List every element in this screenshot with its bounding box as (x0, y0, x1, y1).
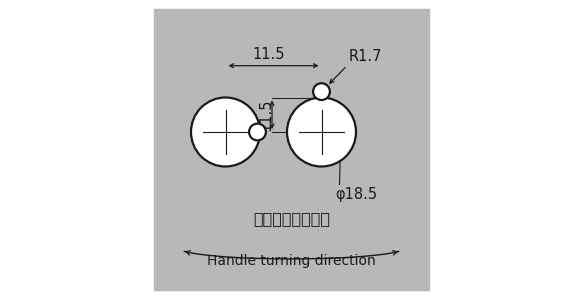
Text: R1.7: R1.7 (349, 49, 382, 64)
FancyBboxPatch shape (150, 6, 433, 294)
Text: ハンドル回転方向: ハンドル回転方向 (253, 212, 330, 226)
Circle shape (249, 124, 266, 140)
Circle shape (313, 83, 330, 100)
Text: Handle turning direction: Handle turning direction (207, 254, 376, 268)
Text: 11.5: 11.5 (253, 47, 285, 62)
Text: φ18.5: φ18.5 (335, 188, 377, 202)
Circle shape (191, 98, 260, 166)
Circle shape (287, 98, 356, 166)
Text: 11.5: 11.5 (258, 98, 273, 131)
